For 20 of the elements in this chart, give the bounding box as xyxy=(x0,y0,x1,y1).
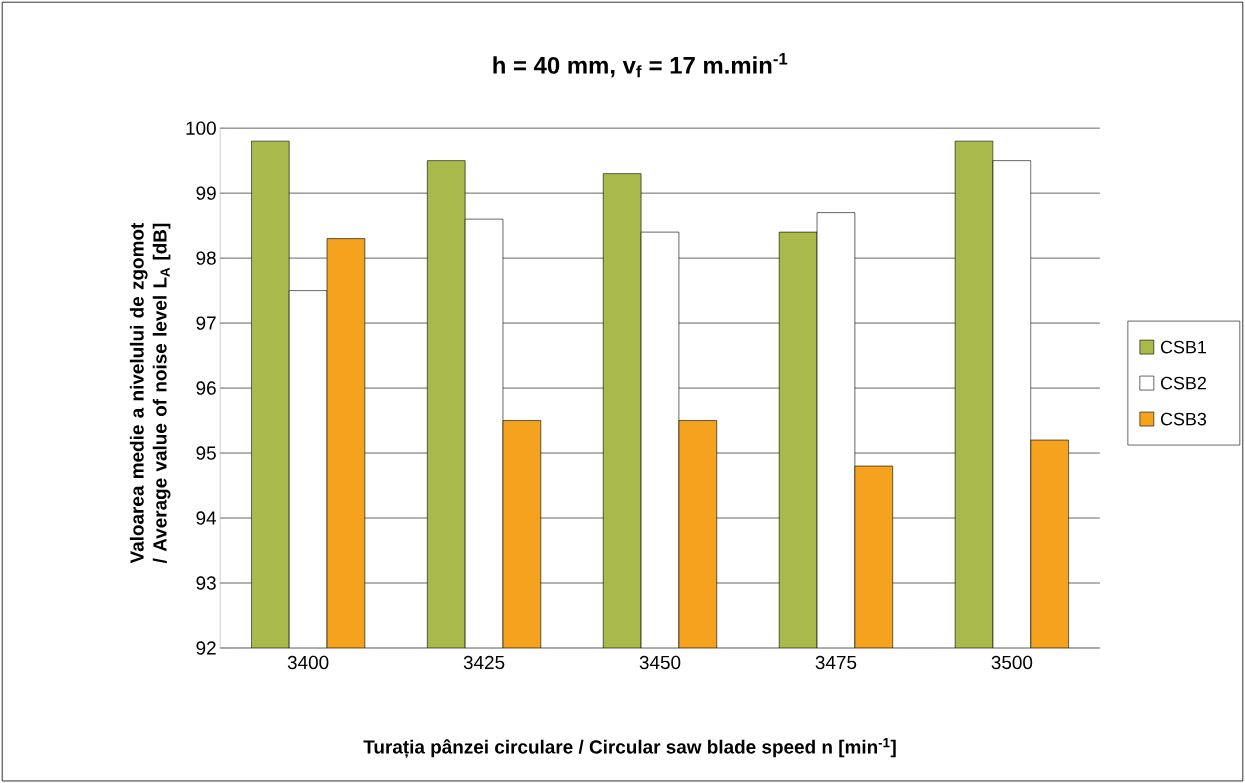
y-tick-label: 94 xyxy=(196,511,217,525)
y-tick-label: 96 xyxy=(196,381,216,395)
x-tick-label: 3450 xyxy=(639,655,681,670)
legend-label: CSB3 xyxy=(1160,412,1207,426)
y-tick-label: 99 xyxy=(196,186,216,200)
y-tick-label: 100 xyxy=(186,121,216,135)
x-tick-label: 3425 xyxy=(463,655,505,670)
x-tick-label: 3475 xyxy=(815,655,857,670)
y-tick-label: 92 xyxy=(196,641,216,655)
y-axis-title: Valoarea medie a nivelului de zgomot / Average value of noise level L$_{A}$ [dB] xyxy=(129,222,171,564)
x-tick-label: 3400 xyxy=(287,655,329,670)
y-tick-label: 95 xyxy=(196,446,216,460)
y-tick-label: 98 xyxy=(196,251,216,265)
chart-title: h = 40 mm, v$_{f}$ = 17 m.min$^{-1}$ xyxy=(493,53,788,78)
text: CSB2 xyxy=(1160,376,1206,390)
y-tick-label: 97 xyxy=(196,316,216,330)
y-tick-label: 93 xyxy=(196,576,216,590)
legend-label: CSB1 xyxy=(1160,340,1206,354)
x-axis-title: Turația pânzei circulare / Circular saw blade speed n [min$^{-1}$] xyxy=(363,738,896,758)
x-tick-label: 3500 xyxy=(991,655,1033,670)
